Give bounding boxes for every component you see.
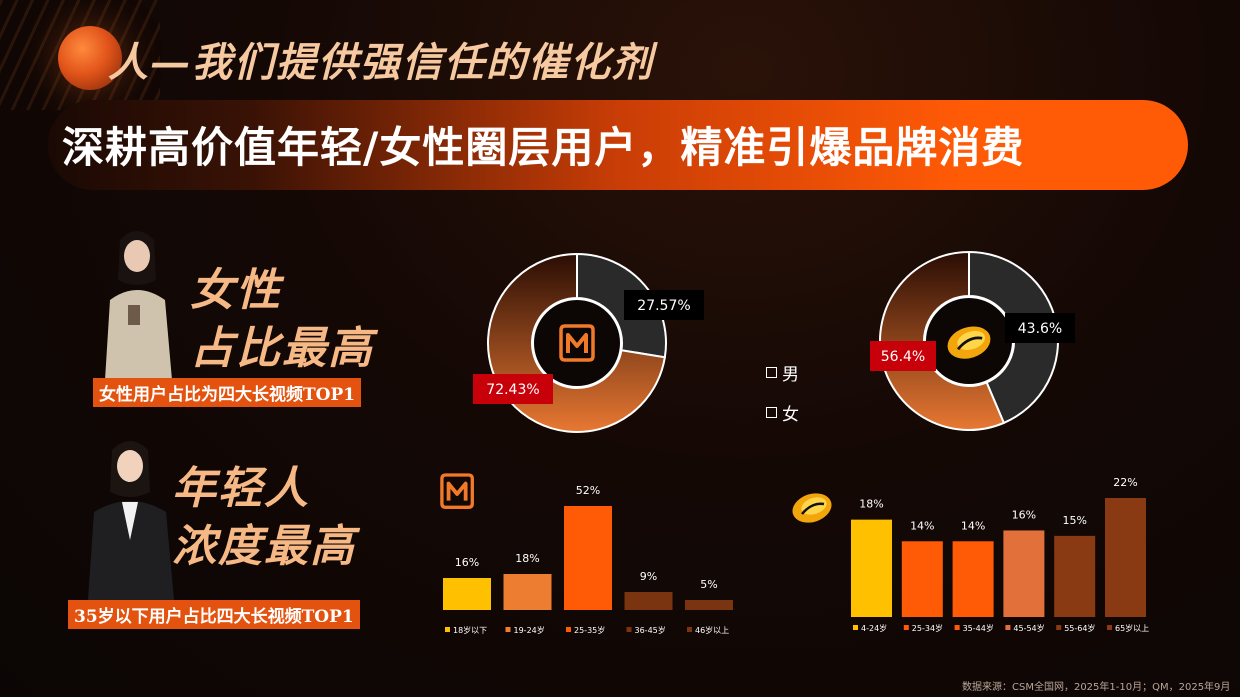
title-banner: 深耕高价值年轻/女性圈层用户，精准引爆品牌消费: [48, 100, 1188, 190]
legend-label-female: 女: [782, 404, 799, 425]
donut2-label-male: 43.6%: [1018, 321, 1062, 337]
female-slogan: 女性 占比最高: [190, 262, 374, 378]
bar1-bar-2: [564, 506, 612, 610]
bar1-legend-swatch-0: [445, 627, 450, 632]
woman-photo-icon: [105, 231, 172, 380]
bar1-legend-swatch-4: [687, 627, 692, 632]
bar1-legend-swatch-3: [626, 627, 632, 632]
bar2-pingpong-logo-icon-stroke: [801, 502, 825, 515]
bar2-value-label-4: 15%: [1062, 514, 1086, 527]
donut1-label-box-male: [624, 290, 704, 320]
youth-slogan: 年轻人 浓度最高: [172, 460, 356, 576]
data-source-note: 数据来源：CSM全国网，2025年1-10月；QM，2025年9月: [962, 682, 1231, 693]
legend-swatch-female: [766, 406, 777, 418]
bar2-value-label-3: 16%: [1012, 508, 1036, 521]
bar2-value-label-2: 14%: [961, 519, 985, 532]
legend-label-male: 男: [782, 364, 799, 385]
bar1-legend-label-1: 19-24岁: [514, 625, 545, 635]
bar2-legend-label-5: 65岁以上: [1115, 623, 1149, 633]
bar1-mango-logo-icon: [440, 473, 474, 509]
bar2-bar-5: [1105, 498, 1146, 617]
bar2-legend-swatch-0: [853, 625, 858, 630]
bar1-mango-logo-icon-frame: [440, 473, 474, 509]
donut1-label-male: 27.57%: [637, 298, 690, 314]
bar2-legend-label-1: 25-34岁: [912, 623, 943, 633]
bar2-legend-swatch-4: [1056, 625, 1062, 630]
bar2-bar-2: [952, 541, 994, 617]
donut2-label-box-male: [1005, 313, 1075, 343]
page-headline: 人—我们提供强信任的催化剂: [108, 39, 654, 86]
female-top1-tag: 女性用户占比为四大长视频TOP1: [93, 378, 362, 407]
bar2-bar-3: [1003, 530, 1045, 617]
legend-item-male: 男: [766, 352, 799, 392]
bar1-value-label-4: 5%: [700, 578, 717, 591]
legend-swatch-male: [766, 366, 777, 378]
bar1-bar-3: [624, 592, 673, 610]
gender-legend: 男 女: [766, 352, 799, 432]
legend-item-female: 女: [766, 392, 799, 432]
bar1-value-label-2: 52%: [576, 484, 600, 497]
bar2-bar-1: [901, 541, 943, 617]
bar2-legend-swatch-5: [1107, 625, 1112, 630]
bar1-legend-label-3: 36-45岁: [635, 625, 666, 635]
bar2-legend-label-2: 35-44岁: [963, 623, 994, 633]
bar1-legend-label-2: 25-35岁: [574, 625, 605, 635]
bar1-legend-swatch-1: [505, 627, 511, 632]
bar2-pingpong-logo-icon: [792, 493, 832, 523]
donut2-label-box-female: [870, 341, 936, 371]
donut2-pingpong-logo-icon: [947, 326, 991, 359]
youth-slogan-line1: 年轻人: [172, 463, 310, 514]
bar1-bar-0: [443, 578, 491, 610]
bar2-legend-swatch-3: [1005, 625, 1011, 630]
youth-slogan-line2: 浓度最高: [172, 521, 356, 572]
bar1-legend-swatch-2: [566, 627, 571, 632]
donut1-mango-logo-icon-m: [566, 333, 588, 353]
donut2-label-female: 56.4%: [881, 349, 925, 365]
bar2-bar-0: [851, 519, 892, 617]
donut1-label-female: 72.43%: [486, 382, 539, 398]
bar1-legend-label-4: 46岁以上: [695, 625, 729, 635]
bar2-bar-4: [1054, 535, 1096, 617]
bar1-value-label-1: 18%: [515, 552, 539, 565]
female-slogan-line2: 占比最高: [190, 323, 374, 374]
bar1-legend-label-0: 18岁以下: [453, 625, 487, 635]
bar2-legend-label-3: 45-54岁: [1013, 623, 1044, 633]
bar2-value-label-0: 18%: [859, 498, 883, 511]
donut1-mango-logo-icon-frame: [559, 324, 595, 362]
bar1-bar-1: [503, 574, 552, 610]
bar2-value-label-5: 22%: [1113, 476, 1137, 489]
bar2-value-label-1: 14%: [910, 519, 934, 532]
female-slogan-line1: 女性: [190, 265, 282, 316]
bar1-bar-4: [685, 600, 733, 610]
bar1-value-label-3: 9%: [640, 570, 657, 583]
bar2-legend-label-0: 4-24岁: [861, 623, 887, 633]
donut1-mango-logo-icon: [559, 324, 595, 362]
sun-orb-icon: [58, 26, 122, 90]
donut1-label-box-female: [473, 374, 553, 404]
youth-top1-tag: 35岁以下用户占比四大长视频TOP1: [68, 600, 360, 629]
bar1-value-label-0: 16%: [455, 556, 479, 569]
banner-title: 深耕高价值年轻/女性圈层用户，精准引爆品牌消费: [62, 123, 1025, 172]
bar2-legend-swatch-1: [903, 625, 909, 630]
bar2-legend-swatch-2: [954, 625, 960, 630]
bar2-legend-label-4: 55-64岁: [1064, 623, 1095, 633]
bar1-mango-logo-icon-m: [446, 481, 468, 501]
donut2-pingpong-logo-icon-stroke: [956, 336, 983, 351]
businesswoman-photo-icon: [88, 441, 174, 600]
